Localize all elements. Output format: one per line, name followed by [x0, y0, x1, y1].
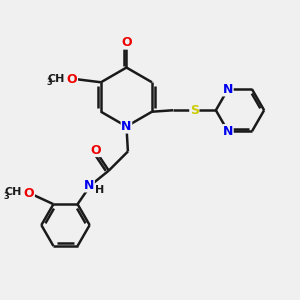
- Text: N: N: [84, 179, 94, 192]
- Text: N: N: [223, 83, 233, 96]
- Text: O: O: [121, 36, 132, 49]
- Text: O: O: [90, 143, 101, 157]
- Text: N: N: [223, 125, 233, 138]
- Text: 3: 3: [46, 78, 52, 87]
- Text: O: O: [67, 73, 77, 86]
- Text: CH: CH: [47, 74, 65, 84]
- Text: 3: 3: [4, 192, 10, 201]
- Text: H: H: [95, 185, 104, 195]
- Text: S: S: [190, 104, 199, 117]
- Text: CH: CH: [4, 188, 22, 197]
- Text: O: O: [24, 188, 34, 200]
- Text: N: N: [121, 120, 132, 133]
